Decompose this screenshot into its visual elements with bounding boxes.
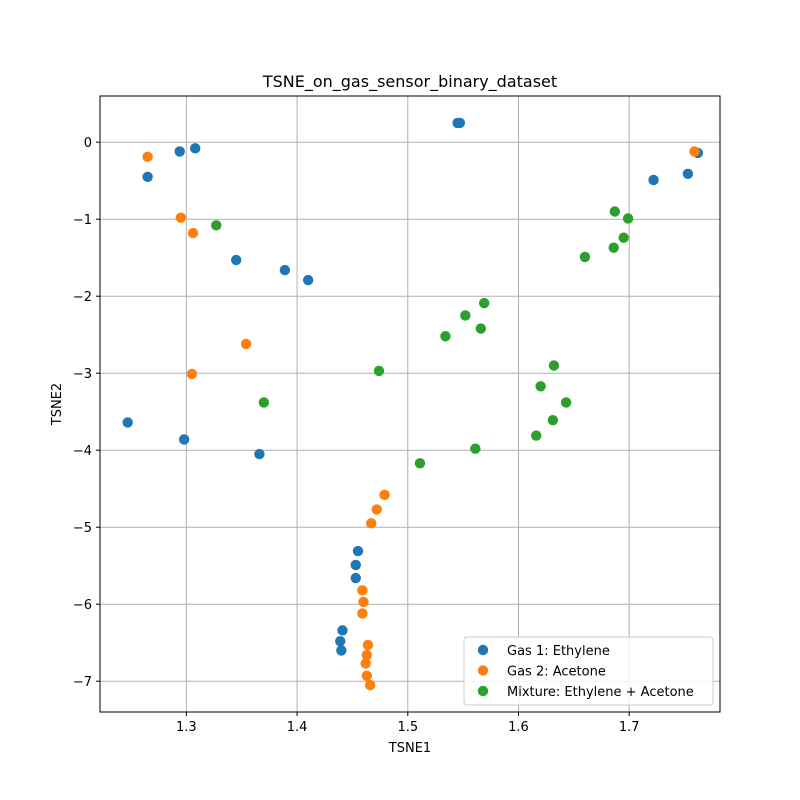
data-point-series-3 [258,397,270,408]
data-point-series-3 [531,430,542,441]
legend-box [463,636,714,706]
legend-marker [477,665,489,676]
data-point-series-1 [335,635,346,647]
x-tick-label: 1.3 [176,720,197,735]
data-point-series-1 [122,417,133,428]
data-point-series-3 [547,414,559,426]
data-point-series-2 [362,639,374,651]
grid [100,96,720,712]
data-point-series-3 [579,251,591,263]
data-point-series-2 [175,212,187,223]
data-point-series-3 [609,206,621,217]
data-point-series-3 [373,365,385,377]
plot-frame [99,95,721,713]
data-point-series-3 [548,360,560,371]
x-axis-label: TSNE1 [388,741,431,756]
y-tick-label: −2 [73,290,92,305]
data-point-series-2 [357,585,368,596]
y-tick-label: −4 [73,444,92,459]
data-point-series-1 [336,645,347,656]
data-point-series-3 [460,310,471,321]
data-point-series-2 [689,146,700,157]
chart-title: TSNE_on_gas_sensor_binary_dataset [262,72,557,92]
data-point-series-3 [535,381,546,392]
data-point-series-3 [478,297,490,309]
y-tick-label: −7 [73,675,92,690]
x-tick-label: 1.7 [619,720,640,735]
data-point-series-1 [279,264,291,276]
data-point-series-3 [414,458,426,469]
y-tick-label: −1 [73,213,92,228]
data-point-series-1 [350,572,361,584]
data-point-series-2 [364,679,376,691]
data-point-series-2 [379,489,390,501]
data-point-series-1 [190,143,201,154]
axis-ticks: 1.3 1.4 1.5 1.6 1.7 0 −1 −2 −3 −4 −5 −6 −7 [73,136,640,735]
data-point-series-1 [682,168,694,179]
legend-entry: Mixture: Ethylene + Acetone [507,685,694,700]
data-point-series-2 [240,338,252,350]
data-point-series-1 [648,174,659,186]
data-point-series-1 [178,434,190,445]
data-point-series-1 [302,274,314,286]
x-tick-label: 1.6 [508,720,529,735]
data-point-series-3 [608,242,619,253]
y-tick-label: −3 [73,367,92,382]
legend-marker [477,685,489,697]
data-point-series-1 [142,171,153,183]
data-point-series-2 [358,596,369,608]
y-axis-label: TSNE2 [50,383,65,426]
data-point-series-2 [142,151,153,163]
data-point-series-3 [470,443,481,454]
data-point-series-2 [187,227,199,239]
y-tick-label: −5 [73,521,92,536]
legend: Gas 1: Ethylene Gas 2: Acetone Mixture: Et… [463,636,714,706]
x-tick-label: 1.5 [397,720,418,735]
data-point-series-3 [560,397,572,408]
data-point-series-3 [211,220,222,231]
data-point-series-2 [366,518,377,529]
data-point-series-1 [352,545,364,557]
data-point-series-3 [618,232,629,243]
legend-marker [477,644,489,656]
data-point-series-1 [337,625,348,636]
y-tick-label: −6 [73,598,92,613]
data-point-series-1 [174,146,185,157]
data-point-series-1 [454,117,466,129]
data-point-series-1 [254,448,265,460]
data-point-series-2 [361,670,373,682]
data-point-series-1 [350,559,361,571]
data-point-series-2 [186,368,198,380]
y-tick-label: 0 [84,136,92,151]
data-point-series-3 [440,331,451,342]
legend-entry: Gas 1: Ethylene [507,644,610,659]
data-point-series-3 [622,213,634,224]
data-point-series-1 [230,254,242,266]
x-tick-label: 1.4 [287,720,308,735]
legend-entry: Gas 2: Acetone [507,665,606,680]
data-point-series-2 [361,649,373,661]
data-point-series-2 [371,504,382,515]
data-point-series-2 [357,608,368,619]
data-point-series-3 [475,323,487,334]
data-points [122,117,704,691]
data-point-series-2 [360,658,371,669]
